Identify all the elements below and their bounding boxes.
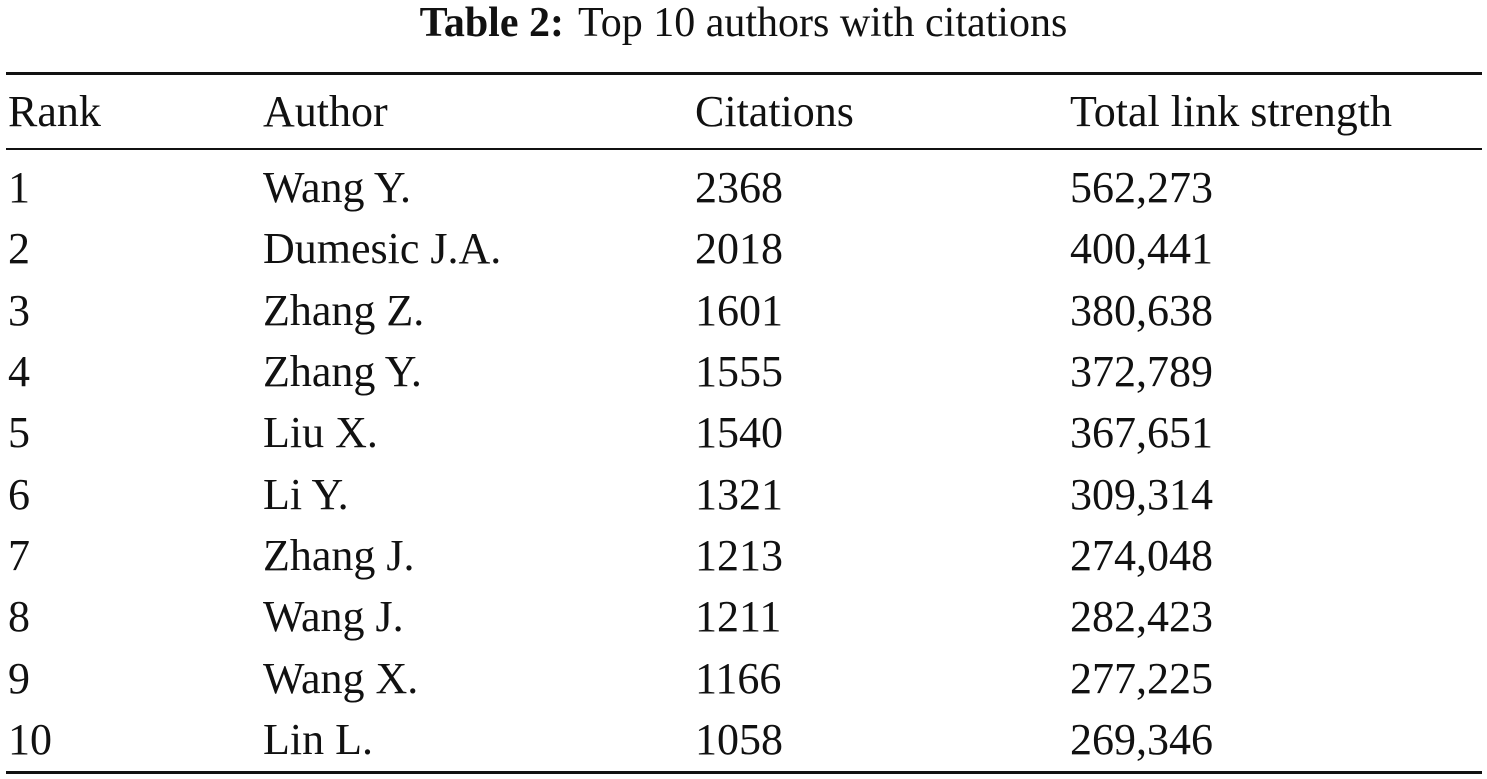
cell-author: Wang J. [263, 592, 404, 642]
header-link-strength: Total link strength [1070, 87, 1392, 136]
caption-text: Top 10 authors with citations [577, 0, 1068, 46]
cell-author: Wang X. [263, 653, 419, 703]
cell-citations: 2018 [695, 224, 783, 274]
caption-label: Table 2: [419, 0, 564, 46]
cell-link-strength: 274,048 [1070, 531, 1213, 580]
cell-author: Dumesic J.A. [263, 224, 502, 274]
bottom-rule [6, 771, 1482, 774]
cell-link-strength: 277,225 [1070, 653, 1213, 703]
cell-author: Zhang Y. [263, 347, 422, 396]
header-author: Author [263, 87, 388, 136]
table-caption: Table 2: Top 10 authors with citations [0, 0, 1487, 46]
cell-author: Wang Y. [263, 163, 412, 212]
cell-citations: 1321 [695, 469, 783, 519]
cell-link-strength: 282,423 [1070, 592, 1213, 642]
cell-citations: 2368 [695, 163, 783, 212]
header-citations: Citations [695, 87, 854, 136]
cell-link-strength: 269,346 [1070, 715, 1213, 764]
cell-citations: 1166 [695, 653, 782, 703]
cell-rank: 1 [8, 163, 30, 212]
cell-link-strength: 562,273 [1070, 163, 1213, 212]
cell-citations: 1601 [695, 285, 783, 335]
cell-author: Zhang J. [263, 531, 415, 580]
cell-rank: 4 [8, 347, 30, 396]
header-rank: Rank [8, 87, 101, 136]
cell-link-strength: 380,638 [1070, 285, 1213, 335]
cell-author: Zhang Z. [263, 285, 425, 335]
cell-rank: 3 [8, 285, 30, 335]
cell-rank: 6 [8, 469, 30, 519]
cell-citations: 1213 [695, 531, 783, 580]
cell-rank: 10 [8, 715, 52, 764]
cell-author: Liu X. [263, 408, 378, 458]
cell-citations: 1211 [695, 592, 782, 642]
cell-rank: 9 [8, 653, 30, 703]
cell-rank: 2 [8, 224, 30, 274]
cell-link-strength: 309,314 [1070, 469, 1213, 519]
cell-link-strength: 367,651 [1070, 408, 1213, 458]
cell-citations: 1058 [695, 715, 783, 764]
cell-citations: 1540 [695, 408, 783, 458]
cell-rank: 7 [8, 531, 30, 580]
cell-author: Lin L. [263, 715, 373, 764]
cell-author: Li Y. [263, 469, 349, 519]
header-rule [6, 148, 1482, 150]
cell-rank: 8 [8, 592, 30, 642]
top-rule [6, 72, 1482, 75]
cell-citations: 1555 [695, 347, 783, 396]
cell-link-strength: 372,789 [1070, 347, 1213, 396]
cell-rank: 5 [8, 408, 30, 458]
cell-link-strength: 400,441 [1070, 224, 1213, 274]
